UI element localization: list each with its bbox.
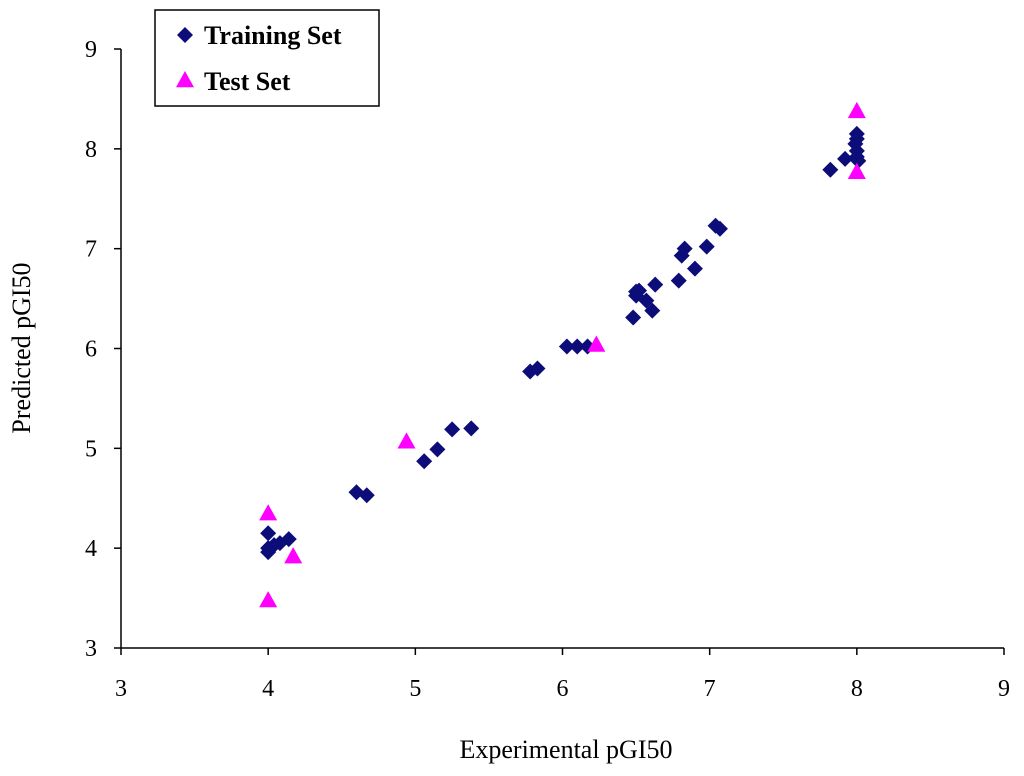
training-point xyxy=(676,240,693,257)
training-point xyxy=(416,453,433,470)
x-tick-label: 9 xyxy=(998,676,1010,702)
training-point xyxy=(644,302,661,319)
y-tick-label: 9 xyxy=(85,37,97,63)
x-tick-label: 4 xyxy=(262,676,274,702)
y-tick-label: 6 xyxy=(85,337,97,363)
legend-test-label: Test Set xyxy=(204,67,291,96)
x-tick-label: 7 xyxy=(704,676,716,702)
training-point xyxy=(848,125,865,142)
legend-training-marker xyxy=(177,27,193,43)
y-tick-label: 5 xyxy=(85,436,97,462)
legend-test-marker xyxy=(176,71,194,88)
training-point xyxy=(558,338,575,355)
training-point xyxy=(848,142,865,159)
training-point xyxy=(444,421,461,438)
legend: Training Set Test Set xyxy=(154,9,380,107)
test-point xyxy=(847,101,866,119)
training-point xyxy=(280,531,297,548)
x-tick-label: 3 xyxy=(115,676,127,702)
legend-box xyxy=(154,9,380,107)
training-point xyxy=(358,487,375,504)
training-point xyxy=(429,441,446,458)
test-point xyxy=(847,162,866,179)
training-point xyxy=(822,161,839,178)
test-point xyxy=(259,591,278,608)
y-axis-label: Predicted pGI50 xyxy=(7,262,36,433)
training-point xyxy=(631,282,648,299)
y-axis: 3 4 5 6 7 8 9 xyxy=(85,37,121,662)
y-tick-label: 8 xyxy=(85,137,97,163)
training-point xyxy=(686,260,703,277)
x-tick-label: 8 xyxy=(851,676,863,702)
test-point xyxy=(284,547,303,564)
training-point xyxy=(711,220,728,237)
training-point xyxy=(850,152,867,169)
test-point xyxy=(397,432,416,449)
training-point xyxy=(260,525,277,542)
training-point xyxy=(698,238,715,255)
legend-triangle-icon xyxy=(176,71,194,88)
training-point xyxy=(670,272,687,289)
test-point xyxy=(587,335,606,352)
data-points xyxy=(259,101,867,608)
y-tick-label: 4 xyxy=(85,536,97,562)
training-point xyxy=(647,276,664,293)
training-set-series xyxy=(260,125,867,561)
x-tick-label: 5 xyxy=(409,676,421,702)
training-point xyxy=(625,309,642,326)
training-point xyxy=(463,420,480,437)
y-tick-label: 3 xyxy=(85,636,97,662)
test-set-series xyxy=(259,101,866,608)
legend-diamond-icon xyxy=(177,27,193,43)
x-tick-label: 6 xyxy=(557,676,569,702)
test-point xyxy=(259,504,278,521)
x-axis-label: Experimental pGI50 xyxy=(460,735,673,764)
y-tick-label: 7 xyxy=(85,237,97,263)
training-point xyxy=(569,338,586,355)
training-point xyxy=(529,360,546,377)
training-point xyxy=(837,150,854,167)
legend-training-label: Training Set xyxy=(204,21,342,50)
x-axis: 3 4 5 6 7 8 9 xyxy=(115,648,1010,702)
